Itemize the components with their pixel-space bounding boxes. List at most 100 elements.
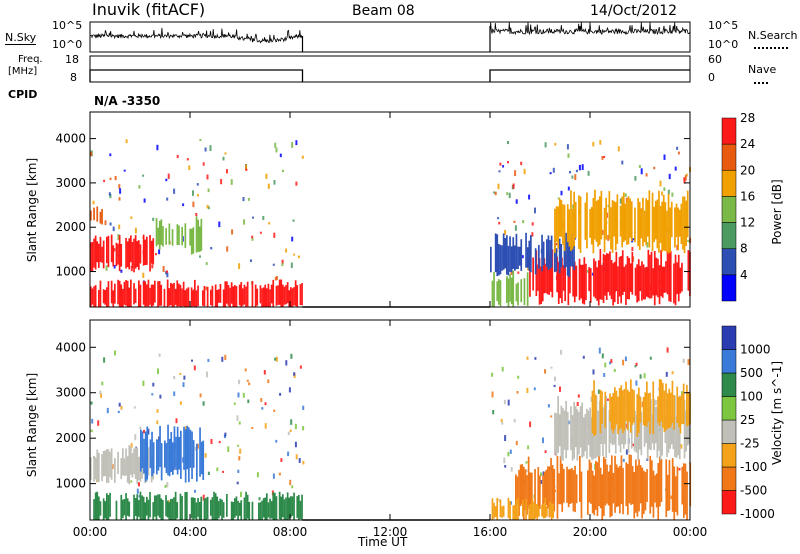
power-region-stripe [562,204,564,245]
velocity-region-stripe [656,406,659,458]
power-region-stripe [660,249,662,297]
cpid-value: N/A -3350 [94,94,161,108]
velocity-heatmap [90,347,692,520]
x-axis-title: Time UT [358,535,408,549]
velocity-speckle [293,372,296,376]
power-speckle [663,187,666,191]
power-speckle [207,188,210,193]
power-region-stripe [242,288,244,306]
velocity-region-stripe [138,500,140,517]
velocity-speckle [559,386,561,392]
power-region-stripe [603,207,606,253]
velocity-speckle [224,354,227,361]
power-speckle [621,160,624,165]
velocity-region-stripe [245,491,247,520]
power-region-stripe [638,202,641,250]
velocity-region-stripe [134,498,137,516]
velocity-region-stripe [104,450,107,476]
velocity-speckle [633,446,636,452]
power-region-stripe [585,263,587,301]
power-region-stripe [662,194,665,251]
velocity-region-stripe [534,503,537,518]
velocity-speckle [515,440,518,446]
power-region-stripe [643,210,646,243]
velocity-region-stripe [625,462,628,507]
velocity-region-stripe [563,410,566,450]
velocity-region-stripe [167,424,169,476]
power-region-stripe [571,209,574,250]
velocity-region-stripe [280,496,283,520]
power-region-stripe [604,255,606,296]
velocity-region-stripe [102,498,105,520]
power-speckle [581,164,584,171]
velocity-region-stripe [550,503,553,520]
power-region-stripe [160,219,163,245]
velocity-region-stripe [641,467,644,519]
power-region-stripe [618,256,621,297]
velocity-speckle [507,451,510,457]
velocity-region-stripe [126,456,129,483]
velocity-region-stripe [626,389,629,431]
power-speckle [105,265,108,271]
velocity-region-stripe [599,389,602,434]
velocity-region-stripe [160,498,163,520]
power-region-stripe [125,238,127,269]
velocity-region-stripe [620,385,623,429]
power-region-stripe [592,197,595,254]
velocity-region-stripe [665,383,667,431]
power-speckle [555,242,558,246]
power-speckle [226,246,229,252]
velocity-region-stripe [688,410,691,444]
velocity-speckle [272,473,275,479]
power-region-stripe [594,261,597,299]
power-region-stripe [523,278,526,306]
velocity-region-stripe [584,414,587,452]
velocity-region-stripe [176,426,179,475]
velocity-region-stripe [152,502,155,520]
power-region-stripe [245,286,247,307]
power-region-stripe [613,201,615,237]
velocity-region-stripe [673,466,676,520]
velocity-region-stripe [543,471,546,504]
power-region-stripe [679,267,682,294]
power-ytick-label: 1000 [55,265,86,279]
velocity-region-stripe [668,460,671,511]
velocity-region-stripe [586,408,588,459]
velocity-region-stripe [261,500,263,520]
power-region-stripe [192,227,195,254]
power-speckle [684,175,687,181]
power-region-stripe [510,246,513,273]
velocity-region-stripe [138,456,140,481]
power-speckle [162,266,165,272]
power-region-stripe [631,252,634,295]
cpid-label: CPID [8,88,38,101]
velocity-region-stripe [515,500,518,520]
velocity-region-stripe [666,411,668,458]
velocity-speckle [267,379,270,384]
velocity-region-stripe [637,407,639,461]
power-speckle [92,200,95,205]
velocity-region-stripe [612,393,615,434]
power-region-stripe [562,265,565,291]
velocity-region-stripe [144,431,147,482]
power-speckle [275,276,278,280]
power-region-stripe [554,238,556,273]
x-tick-label: 16:00 [473,525,508,539]
power-region-stripe [543,258,546,294]
power-region-stripe [277,285,279,305]
power-speckle [262,216,265,221]
velocity-region-stripe [536,504,539,520]
velocity-region-stripe [141,458,143,479]
power-region-stripe [507,278,510,307]
power-region-stripe [512,237,515,269]
power-region-stripe [608,191,611,240]
power-region-stripe [131,242,134,269]
power-region-stripe [590,207,593,245]
power-region-stripe [110,234,113,263]
velocity-speckle [544,369,546,374]
power-region-stripe [125,280,127,306]
power-speckle [182,203,185,207]
power-speckle [502,165,505,168]
velocity-region-stripe [627,463,629,515]
velocity-region-stripe [291,496,294,516]
